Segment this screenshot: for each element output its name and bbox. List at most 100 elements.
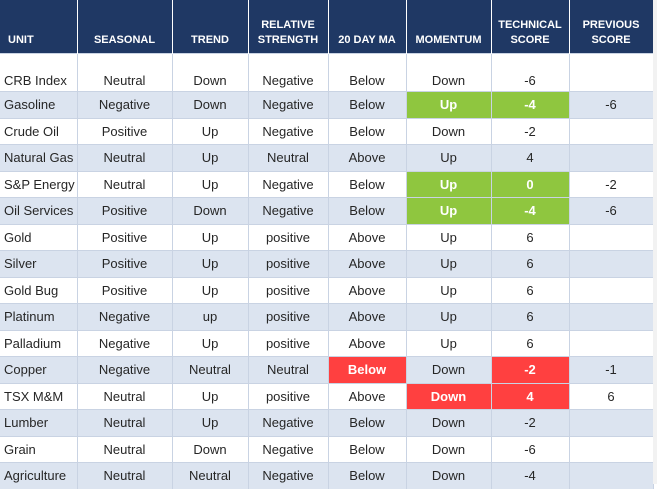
cell-momentum[interactable]: Up	[406, 276, 492, 304]
table-row[interactable]: Grain Neutral Down Negative Below Down -6	[0, 435, 654, 463]
table-row[interactable]: Palladium Negative Up positive Above Up 6	[0, 329, 654, 357]
table-row[interactable]: S&P Energy Neutral Up Negative Below Up 0 -2	[0, 170, 654, 198]
cell-seasonal[interactable]: Neutral	[77, 53, 173, 92]
cell-seasonal[interactable]: Positive	[77, 276, 173, 304]
cell-ma20[interactable]: Below	[328, 91, 407, 118]
cell-technical-score[interactable]: 4	[491, 144, 570, 171]
cell-trend[interactable]: up	[172, 303, 249, 330]
cell-seasonal[interactable]: Negative	[77, 91, 173, 118]
cell-momentum[interactable]: Down	[406, 356, 492, 383]
cell-unit[interactable]: Lumber	[0, 409, 78, 436]
cell-technical-score[interactable]: 0	[491, 170, 570, 198]
cell-ma20[interactable]: Below	[328, 435, 407, 463]
cell-seasonal[interactable]: Neutral	[77, 462, 173, 489]
cell-previous-score[interactable]	[569, 435, 654, 463]
cell-unit[interactable]: Palladium	[0, 329, 78, 357]
cell-relative-strength[interactable]: Negative	[248, 91, 329, 118]
cell-seasonal[interactable]: Negative	[77, 329, 173, 357]
header-unit[interactable]: UNIT	[0, 0, 78, 54]
cell-momentum[interactable]: Up	[406, 223, 492, 251]
cell-ma20[interactable]: Below	[328, 53, 407, 92]
cell-momentum[interactable]: Up	[406, 91, 492, 118]
table-row[interactable]: Platinum Negative up positive Above Up 6	[0, 303, 654, 330]
cell-relative-strength[interactable]: positive	[248, 303, 329, 330]
cell-trend[interactable]: Up	[172, 144, 249, 171]
header-technical-score[interactable]: TECHNICAL SCORE	[491, 0, 570, 54]
cell-relative-strength[interactable]: positive	[248, 223, 329, 251]
cell-ma20[interactable]: Below	[328, 409, 407, 436]
cell-trend[interactable]: Down	[172, 53, 249, 92]
cell-trend[interactable]: Down	[172, 197, 249, 224]
cell-trend[interactable]: Up	[172, 382, 249, 410]
cell-seasonal[interactable]: Negative	[77, 356, 173, 383]
cell-technical-score[interactable]: -4	[491, 91, 570, 118]
cell-technical-score[interactable]: -4	[491, 462, 570, 489]
cell-technical-score[interactable]: -4	[491, 197, 570, 224]
cell-relative-strength[interactable]: positive	[248, 276, 329, 304]
cell-ma20[interactable]: Above	[328, 223, 407, 251]
header-trend[interactable]: TREND	[172, 0, 249, 54]
cell-ma20[interactable]: Above	[328, 250, 407, 277]
cell-trend[interactable]: Down	[172, 91, 249, 118]
cell-ma20[interactable]: Below	[328, 462, 407, 489]
cell-ma20[interactable]: Below	[328, 356, 407, 383]
cell-unit[interactable]: Copper	[0, 356, 78, 383]
cell-technical-score[interactable]: 6	[491, 303, 570, 330]
cell-momentum[interactable]: Up	[406, 197, 492, 224]
cell-ma20[interactable]: Below	[328, 170, 407, 198]
cell-momentum[interactable]: Up	[406, 250, 492, 277]
cell-ma20[interactable]: Above	[328, 382, 407, 410]
table-row[interactable]: Lumber Neutral Up Negative Below Down -2	[0, 409, 654, 436]
cell-seasonal[interactable]: Neutral	[77, 435, 173, 463]
cell-trend[interactable]: Neutral	[172, 356, 249, 383]
cell-unit[interactable]: Gasoline	[0, 91, 78, 118]
cell-trend[interactable]: Up	[172, 170, 249, 198]
cell-momentum[interactable]: Down	[406, 382, 492, 410]
cell-unit[interactable]: Grain	[0, 435, 78, 463]
cell-seasonal[interactable]: Neutral	[77, 409, 173, 436]
cell-ma20[interactable]: Above	[328, 303, 407, 330]
cell-relative-strength[interactable]: Negative	[248, 117, 329, 145]
cell-technical-score[interactable]: 4	[491, 382, 570, 410]
table-row[interactable]: Silver Positive Up positive Above Up 6	[0, 250, 654, 277]
cell-relative-strength[interactable]: Negative	[248, 53, 329, 92]
cell-unit[interactable]: Platinum	[0, 303, 78, 330]
cell-momentum[interactable]: Up	[406, 303, 492, 330]
cell-trend[interactable]: Up	[172, 250, 249, 277]
cell-unit[interactable]: TSX M&M	[0, 382, 78, 410]
cell-relative-strength[interactable]: positive	[248, 382, 329, 410]
cell-seasonal[interactable]: Neutral	[77, 170, 173, 198]
cell-unit[interactable]: CRB Index	[0, 53, 78, 92]
cell-previous-score[interactable]: -1	[569, 356, 654, 383]
cell-momentum[interactable]: Up	[406, 144, 492, 171]
table-row[interactable]: Copper Negative Neutral Neutral Below Down -2-…	[0, 356, 654, 383]
cell-previous-score[interactable]: -6	[569, 91, 654, 118]
cell-technical-score[interactable]: 6	[491, 223, 570, 251]
cell-unit[interactable]: Gold Bug	[0, 276, 78, 304]
cell-trend[interactable]: Down	[172, 435, 249, 463]
cell-previous-score[interactable]	[569, 223, 654, 251]
table-row[interactable]: TSX M&M Neutral Up positive Above Down 4 6	[0, 382, 654, 410]
cell-momentum[interactable]: Down	[406, 117, 492, 145]
cell-previous-score[interactable]: -6	[569, 197, 654, 224]
cell-momentum[interactable]: Down	[406, 409, 492, 436]
cell-technical-score[interactable]: 6	[491, 276, 570, 304]
cell-technical-score[interactable]: -2	[491, 409, 570, 436]
cell-ma20[interactable]: Above	[328, 144, 407, 171]
cell-relative-strength[interactable]: Negative	[248, 170, 329, 198]
table-row[interactable]: Gasoline Negative Down Negative Below Up -4 -6	[0, 91, 654, 118]
cell-seasonal[interactable]: Neutral	[77, 382, 173, 410]
cell-trend[interactable]: Up	[172, 329, 249, 357]
cell-unit[interactable]: Gold	[0, 223, 78, 251]
table-row[interactable]: Gold Bug Positive Up positive Above Up 6	[0, 276, 654, 304]
cell-unit[interactable]: Natural Gas	[0, 144, 78, 171]
cell-technical-score[interactable]: -2	[491, 356, 570, 383]
cell-previous-score[interactable]	[569, 250, 654, 277]
header-20-day-ma[interactable]: 20 DAY MA	[328, 0, 407, 54]
cell-ma20[interactable]: Above	[328, 329, 407, 357]
cell-seasonal[interactable]: Negative	[77, 303, 173, 330]
cell-technical-score[interactable]: -6	[491, 53, 570, 92]
cell-previous-score[interactable]	[569, 53, 654, 92]
header-seasonal[interactable]: SEASONAL	[77, 0, 173, 54]
cell-momentum[interactable]: Down	[406, 435, 492, 463]
